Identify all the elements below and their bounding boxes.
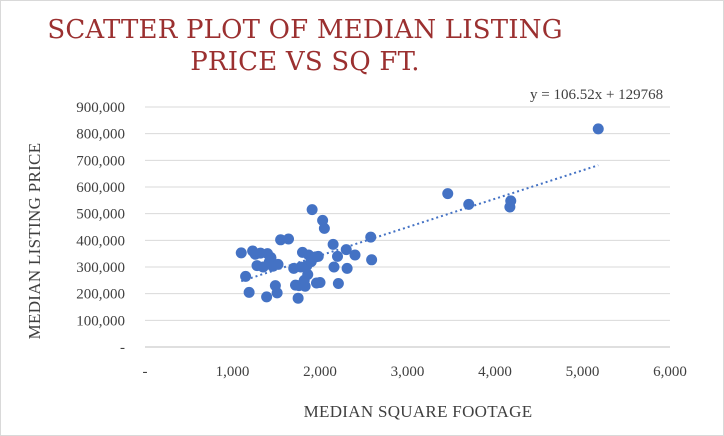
y-tick-label: 600,000 (76, 180, 125, 196)
x-tick-label: 3,000 (391, 364, 425, 380)
y-tick-label: 500,000 (76, 207, 125, 223)
data-point (261, 291, 273, 303)
y-tick-label: 800,000 (76, 127, 125, 143)
gridlines (145, 106, 670, 348)
data-point (332, 278, 344, 290)
data-point (271, 287, 283, 299)
data-point (349, 249, 361, 261)
y-axis-title: MEDIAN LISTING PRICE (25, 143, 44, 340)
data-point (283, 233, 294, 245)
data-point (265, 252, 277, 264)
x-tick-label: 1,000 (216, 364, 250, 380)
x-axis-ticks: - 1,000 2,000 3,000 4,000 5,000 6,000 (143, 364, 687, 380)
data-point (243, 286, 255, 298)
data-point (365, 231, 377, 243)
y-tick-label: 300,000 (76, 260, 125, 276)
data-point (340, 244, 352, 256)
trendline-equation: y = 106.52x + 129768 (530, 87, 663, 103)
data-point (592, 123, 604, 135)
data-point (318, 222, 330, 234)
data-point (302, 268, 314, 280)
x-tick-label: - (143, 364, 148, 380)
y-tick-label: 100,000 (76, 313, 125, 329)
data-point (312, 250, 324, 262)
data-points (235, 123, 604, 304)
data-point (306, 204, 318, 216)
data-point (328, 261, 340, 273)
y-tick-label: 900,000 (76, 100, 125, 116)
data-point (314, 276, 326, 288)
data-point (240, 270, 252, 282)
data-point (505, 195, 517, 207)
data-point (292, 292, 304, 304)
data-point (341, 262, 353, 274)
data-point (272, 258, 284, 270)
x-tick-label: 6,000 (653, 364, 687, 380)
y-tick-label: 400,000 (76, 233, 125, 249)
data-point (299, 280, 311, 292)
chart-title: SCATTER PLOT OF MEDIAN LISTING PRICE VS … (47, 15, 563, 77)
data-point (463, 198, 475, 210)
data-point (327, 238, 339, 250)
y-axis-ticks: - 100,000 200,000 300,000 400,000 500,000 600,… (76, 100, 125, 356)
data-point (442, 188, 454, 200)
y-tick-label: - (120, 340, 125, 356)
x-tick-label: 2,000 (303, 364, 337, 380)
data-point (235, 247, 247, 259)
data-point (366, 254, 378, 266)
data-point (332, 250, 343, 262)
x-tick-label: 5,000 (566, 364, 600, 380)
y-tick-label: 200,000 (76, 287, 125, 303)
y-tick-label: 700,000 (76, 153, 125, 169)
x-tick-label: 4,000 (478, 364, 512, 380)
x-axis-title: MEDIAN SQUARE FOOTAGE (304, 402, 533, 421)
